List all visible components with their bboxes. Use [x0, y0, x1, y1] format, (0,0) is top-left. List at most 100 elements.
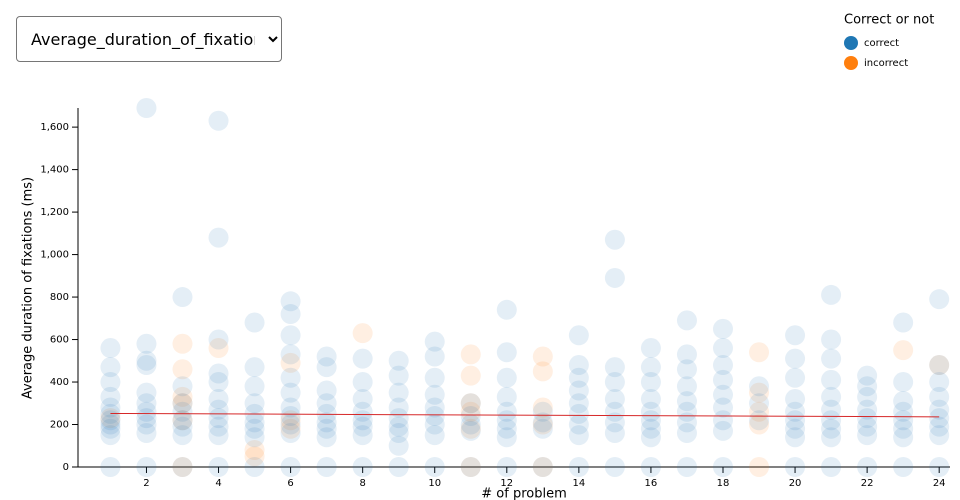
point: [280, 414, 301, 435]
point: [460, 414, 481, 435]
point: [604, 267, 625, 288]
point: [136, 333, 157, 354]
point: [100, 457, 121, 477]
point: [604, 357, 625, 378]
point: [749, 342, 770, 363]
point: [496, 401, 517, 422]
point: [244, 312, 265, 333]
point: [136, 382, 157, 403]
point: [712, 355, 733, 376]
point: [929, 457, 950, 477]
point: [676, 423, 697, 444]
point: [676, 376, 697, 397]
point: [821, 369, 842, 390]
point: [712, 338, 733, 359]
point: [676, 359, 697, 380]
point: [893, 418, 914, 439]
point: [604, 423, 625, 444]
point: [460, 365, 481, 386]
point: [388, 457, 409, 477]
point: [424, 397, 445, 418]
point: [280, 325, 301, 346]
point: [749, 376, 770, 397]
point: [388, 350, 409, 371]
x-tick-label: 2: [143, 478, 149, 489]
point: [568, 367, 589, 388]
point: [568, 380, 589, 401]
point: [172, 410, 193, 431]
point: [604, 412, 625, 433]
x-axis-title: # of problem: [481, 487, 566, 500]
point: [280, 352, 301, 373]
point: [316, 380, 337, 401]
point: [352, 401, 373, 422]
point: [352, 425, 373, 446]
point: [496, 427, 517, 448]
point: [821, 284, 842, 305]
point: [136, 401, 157, 422]
trend-line: [110, 412, 940, 418]
point: [460, 420, 481, 441]
point: [712, 318, 733, 339]
point: [821, 348, 842, 369]
point: [388, 408, 409, 429]
point: [749, 401, 770, 422]
point: [136, 393, 157, 414]
x-tick-label: 12: [500, 478, 513, 489]
point: [424, 425, 445, 446]
point: [100, 418, 121, 439]
point: [388, 382, 409, 403]
point: [712, 457, 733, 477]
point: [208, 338, 229, 359]
point: [604, 229, 625, 250]
point: [100, 386, 121, 407]
point: [172, 401, 193, 422]
legend-swatch: [844, 56, 858, 70]
point: [532, 401, 553, 422]
y-tick-label: 800: [50, 292, 69, 303]
point: [172, 386, 193, 407]
point: [424, 457, 445, 477]
point: [172, 333, 193, 354]
point: [460, 393, 481, 414]
point: [244, 376, 265, 397]
point: [857, 376, 878, 397]
point: [352, 372, 373, 393]
point: [929, 289, 950, 310]
point: [857, 416, 878, 437]
point: [316, 418, 337, 439]
point: [712, 410, 733, 431]
point: [244, 393, 265, 414]
point: [676, 391, 697, 412]
point: [172, 425, 193, 446]
point: [893, 457, 914, 477]
point: [568, 403, 589, 424]
point: [460, 393, 481, 414]
point: [424, 331, 445, 352]
point: [172, 457, 193, 477]
point: [172, 376, 193, 397]
y-tick-label: 1,000: [40, 250, 69, 261]
x-tick-label: 20: [789, 478, 802, 489]
point: [352, 389, 373, 410]
point: [244, 357, 265, 378]
point: [640, 457, 661, 477]
point: [532, 397, 553, 418]
point: [532, 361, 553, 382]
metric-select[interactable]: Average_duration_of_fixations: [16, 16, 282, 62]
point: [208, 389, 229, 410]
point: [280, 423, 301, 444]
point: [460, 406, 481, 427]
point: [929, 425, 950, 446]
y-tick-label: 1,400: [40, 165, 69, 176]
point: [388, 435, 409, 456]
point: [857, 386, 878, 407]
point: [785, 427, 806, 448]
point: [676, 401, 697, 422]
point: [749, 414, 770, 435]
point: [821, 386, 842, 407]
point: [280, 344, 301, 365]
point: [352, 410, 373, 431]
x-tick-label: 4: [215, 478, 221, 489]
